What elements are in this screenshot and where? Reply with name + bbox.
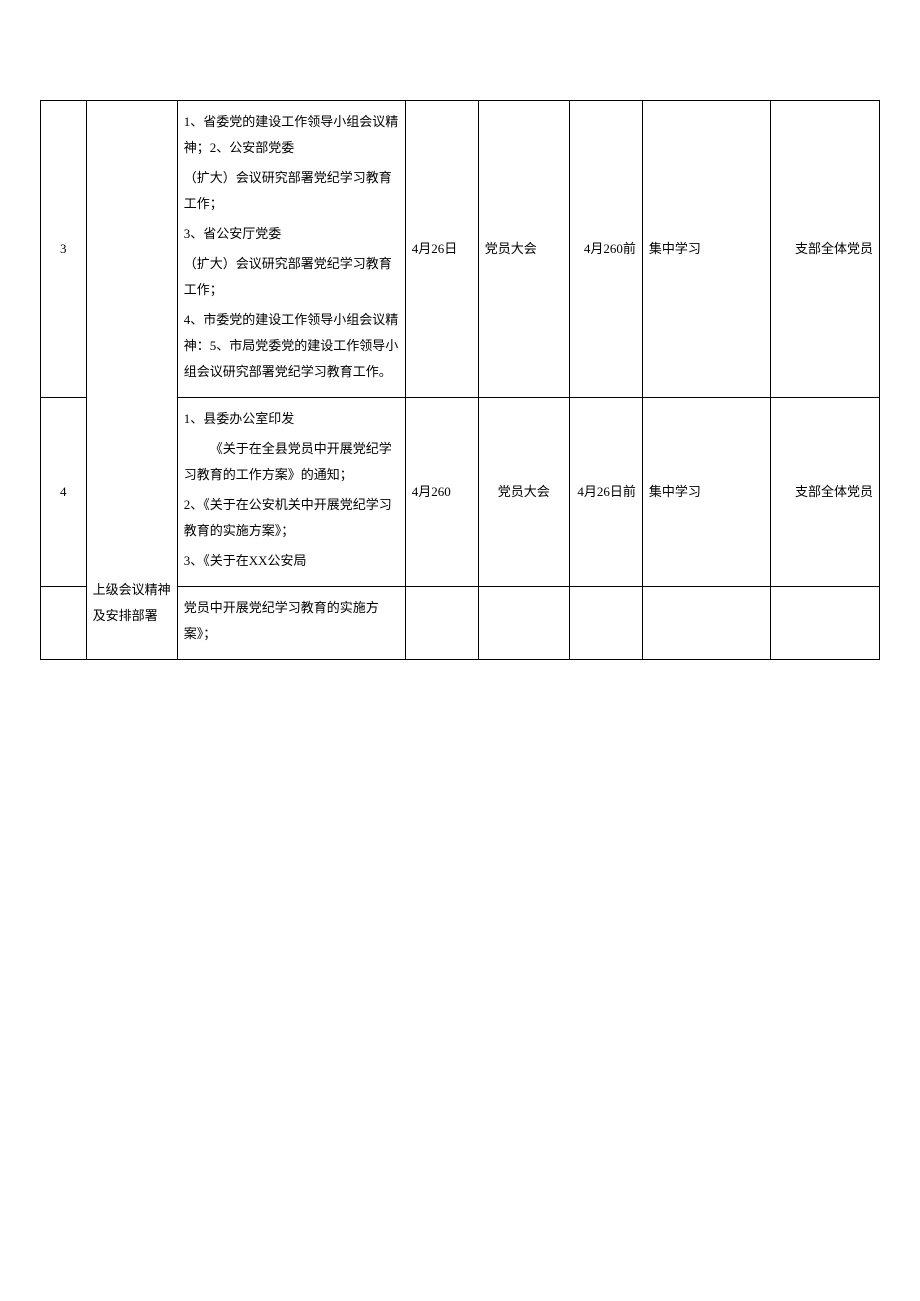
table-row: 3 上级会议精神及安排部署 1、省委党的建设工作领导小组会议精神；2、公安部党委… — [41, 101, 880, 398]
content-cell: 1、县委办公室印发 《关于在全县党员中开展党纪学习教育的工作方案》的通知； 2、… — [177, 398, 405, 587]
content-cell: 党员中开展党纪学习教育的实施方案》； — [177, 587, 405, 660]
method-cell — [642, 587, 770, 660]
meeting-cell — [478, 587, 569, 660]
content-line: 3、省公安厅党委 — [184, 221, 399, 247]
content-line: 4、市委党的建设工作领导小组会议精神：5、市局党委党的建设工作领导小组会议研究部… — [184, 307, 399, 385]
people-cell: 支部全体党员 — [770, 101, 880, 398]
row-number: 3 — [41, 101, 87, 398]
people-cell: 支部全体党员 — [770, 398, 880, 587]
content-line: 1、省委党的建设工作领导小组会议精神；2、公安部党委 — [184, 109, 399, 161]
content-line: （扩大）会议研究部署党纪学习教育工作； — [184, 251, 399, 303]
content-line: 《关于在全县党员中开展党纪学习教育的工作方案》的通知； — [184, 436, 399, 488]
deadline-cell — [569, 587, 642, 660]
date-cell — [405, 587, 478, 660]
content-line: 1、县委办公室印发 — [184, 406, 399, 432]
people-cell — [770, 587, 880, 660]
meeting-cell: 党员大会 — [478, 101, 569, 398]
deadline-cell: 4月260前 — [569, 101, 642, 398]
content-line: 党员中开展党纪学习教育的实施方案》； — [184, 595, 399, 647]
study-plan-table: 3 上级会议精神及安排部署 1、省委党的建设工作领导小组会议精神；2、公安部党委… — [40, 100, 880, 660]
row-number: 4 — [41, 398, 87, 587]
method-cell: 集中学习 — [642, 101, 770, 398]
content-line: 3、《关于在XX公安局 — [184, 548, 399, 574]
deadline-cell: 4月26日前 — [569, 398, 642, 587]
content-cell: 1、省委党的建设工作领导小组会议精神；2、公安部党委 （扩大）会议研究部署党纪学… — [177, 101, 405, 398]
content-line: 2、《关于在公安机关中开展党纪学习教育的实施方案》； — [184, 492, 399, 544]
content-line: （扩大）会议研究部署党纪学习教育工作； — [184, 165, 399, 217]
date-cell: 4月260 — [405, 398, 478, 587]
meeting-cell: 党员大会 — [478, 398, 569, 587]
date-cell: 4月26日 — [405, 101, 478, 398]
method-cell: 集中学习 — [642, 398, 770, 587]
category-cell: 上级会议精神及安排部署 — [86, 101, 177, 660]
row-number — [41, 587, 87, 660]
